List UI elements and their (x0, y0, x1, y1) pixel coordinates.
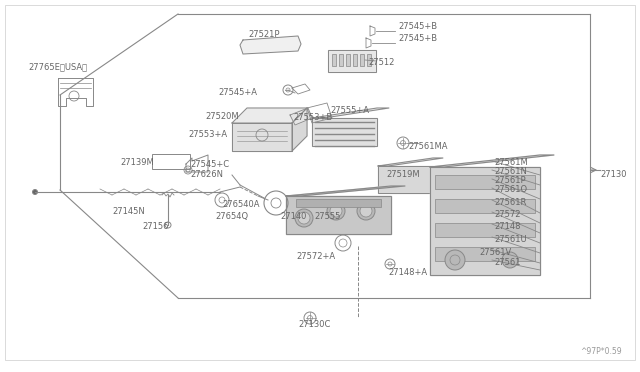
Polygon shape (430, 167, 540, 275)
Text: 27519M: 27519M (386, 170, 420, 179)
Text: 27555: 27555 (314, 212, 340, 221)
Text: 27545+C: 27545+C (190, 160, 229, 169)
Bar (430, 167, 540, 275)
Text: 27130C: 27130C (298, 320, 330, 329)
Polygon shape (292, 108, 307, 151)
Text: 27148: 27148 (494, 222, 520, 231)
Bar (328, 50, 376, 72)
Bar (312, 118, 377, 146)
Bar (152, 154, 190, 169)
Text: 27561: 27561 (494, 258, 520, 267)
Bar (286, 196, 391, 234)
Text: 27520M: 27520M (205, 112, 239, 121)
Text: 27545+A: 27545+A (218, 88, 257, 97)
Text: 27555+A: 27555+A (330, 106, 369, 115)
Polygon shape (312, 108, 389, 118)
Circle shape (502, 252, 518, 268)
Bar (296, 199, 381, 207)
Text: 27561M: 27561M (494, 158, 528, 167)
Circle shape (298, 212, 310, 224)
Text: 27521P: 27521P (248, 30, 280, 39)
Polygon shape (232, 123, 292, 151)
Circle shape (33, 189, 38, 195)
Polygon shape (378, 166, 433, 193)
Bar (332, 54, 336, 66)
Text: 27545+B: 27545+B (398, 22, 437, 31)
Bar (367, 54, 371, 66)
Text: 27561U: 27561U (494, 235, 527, 244)
Bar (346, 54, 350, 66)
Text: 27553+A: 27553+A (188, 130, 227, 139)
Text: 27561N: 27561N (494, 167, 527, 176)
Text: 27553+B: 27553+B (293, 113, 332, 122)
Polygon shape (232, 108, 307, 123)
Polygon shape (286, 196, 391, 234)
Bar (360, 54, 364, 66)
Text: 27654Q: 27654Q (215, 212, 248, 221)
Text: 27545+B: 27545+B (398, 34, 437, 43)
Bar (378, 166, 433, 193)
Circle shape (357, 202, 375, 220)
Bar (435, 223, 535, 237)
Text: 27512: 27512 (368, 58, 394, 67)
Circle shape (295, 209, 313, 227)
Text: 27561P: 27561P (494, 176, 525, 185)
Bar (435, 247, 535, 261)
Bar (339, 54, 343, 66)
Circle shape (327, 202, 345, 220)
Text: 27765E〈USA〉: 27765E〈USA〉 (28, 62, 87, 71)
Polygon shape (240, 36, 301, 54)
Text: 27130: 27130 (600, 170, 627, 179)
Text: 27561O: 27561O (494, 185, 527, 194)
Polygon shape (378, 158, 443, 166)
Text: 27145N: 27145N (112, 207, 145, 216)
Text: 27148+A: 27148+A (388, 268, 427, 277)
Text: 27561R: 27561R (494, 198, 526, 207)
Text: 276540A: 276540A (222, 200, 259, 209)
Text: 27139M: 27139M (120, 158, 154, 167)
Text: ^97P*0.59: ^97P*0.59 (580, 347, 621, 356)
Text: 27156: 27156 (142, 222, 168, 231)
Text: 27561V: 27561V (479, 248, 511, 257)
Text: 27572: 27572 (494, 210, 520, 219)
Polygon shape (430, 155, 554, 167)
Bar (435, 199, 535, 213)
Circle shape (360, 205, 372, 217)
Bar (435, 175, 535, 189)
Circle shape (445, 250, 465, 270)
Text: 27626N: 27626N (190, 170, 223, 179)
Text: 27572+A: 27572+A (296, 252, 335, 261)
Text: 27561MA: 27561MA (408, 142, 447, 151)
Polygon shape (328, 50, 376, 72)
Polygon shape (290, 108, 312, 125)
Polygon shape (312, 118, 377, 146)
Circle shape (330, 205, 342, 217)
Polygon shape (286, 186, 405, 196)
Bar (353, 54, 357, 66)
Text: 27140: 27140 (280, 212, 307, 221)
